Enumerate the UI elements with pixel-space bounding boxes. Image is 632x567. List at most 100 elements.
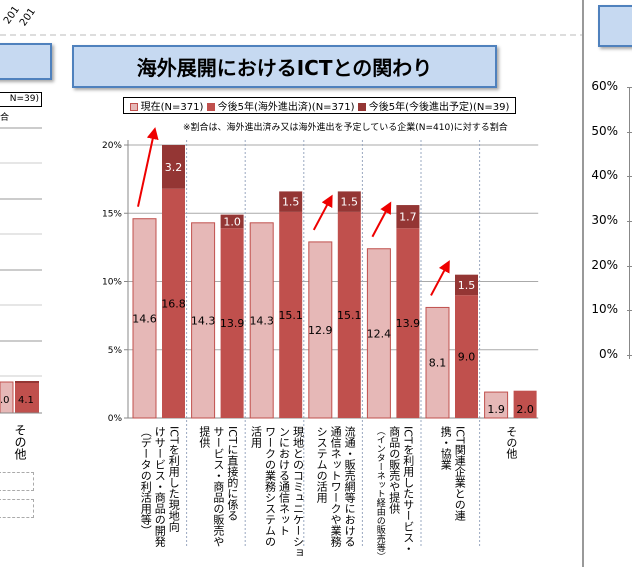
label-line: ICT関連企業との連 [453, 426, 467, 521]
chart-note: ※割合は、海外進出済み又は海外進出を予定している企業(N=410)に対する割合 [183, 123, 508, 133]
data-label: 15.1 [337, 309, 362, 322]
x-tick-label: その他 [504, 426, 518, 459]
bar-current [132, 218, 157, 419]
right-title-box [598, 5, 632, 47]
right-y-axis-line [629, 87, 630, 359]
data-label: 12.4 [367, 327, 392, 340]
left-grid [0, 127, 42, 414]
x-tick-label: ICTを利用したサービス・ 商品の販売や提供 （インターネット経由の販売等） [373, 426, 415, 561]
left-bar-label: .0 [0, 395, 10, 406]
bar-future-planned [279, 191, 303, 212]
data-label: 14.6 [132, 312, 157, 325]
data-label: 16.8 [161, 297, 186, 310]
label-line: ワークの業務システムの [263, 426, 277, 547]
data-label: 13.9 [396, 317, 421, 330]
label-line: ICTを利用したサービス・ [401, 426, 415, 554]
y-tick-label: 5% [108, 346, 123, 356]
x-tick-label: ICTに直接的に係る サービス・商品の販売や 提供 [197, 426, 239, 547]
right-y-tick-label: 20% [591, 257, 618, 272]
right-y-tick-label: 60% [591, 78, 618, 93]
x-tick-label: ICTを利用した現地向 けサービス・商品の開発 （データの利活用等） [138, 426, 180, 547]
label-line: ンにおける通信ネット [277, 426, 291, 536]
bar-future-existing [396, 228, 420, 418]
legend-label: 現在(N=371) [140, 102, 204, 113]
right-y-tick-label: 10% [591, 302, 618, 317]
bar-future-existing [455, 295, 478, 418]
data-label: 1.9 [487, 403, 505, 416]
label-line: 流通・販売網等における [343, 426, 357, 547]
left-dashed-box [0, 472, 34, 491]
left-bar [15, 381, 39, 413]
label-line: 活用 [249, 426, 263, 448]
legend-swatch [206, 103, 215, 111]
legend-label: 今後5年(海外進出済)(N=371) [217, 102, 355, 113]
bar-future-planned [337, 191, 361, 212]
legend-item: 今後5年(今後進出予定)(N=39) [357, 98, 510, 113]
bar-current [308, 241, 333, 419]
data-label: 14.3 [191, 314, 216, 327]
legend-swatch [129, 103, 138, 111]
data-label: 12.9 [308, 324, 333, 337]
data-label: 9.0 [458, 351, 476, 364]
data-label: 2.0 [516, 403, 534, 416]
legend-swatch [357, 103, 366, 111]
data-label: 3.2 [165, 161, 183, 174]
trend-arrow [430, 260, 450, 296]
label-line: ICTを利用した現地向 [167, 426, 181, 532]
legend-item: 現在(N=371) [129, 98, 204, 113]
legend-label: 今後5年(今後進出予定)(N=39) [368, 102, 510, 113]
bar-future-existing [279, 211, 303, 418]
label-line: けサービス・商品の開発 [153, 426, 167, 547]
left-dashed-box [0, 499, 34, 518]
y-tick-label: 0% [108, 414, 123, 424]
label-line: （データの利活用等） [139, 426, 153, 536]
bar-current [249, 222, 274, 419]
left-category-label: その他 [13, 424, 27, 460]
label-line: 提供 [197, 426, 211, 448]
label-line: ICTに直接的に係る [225, 426, 239, 521]
data-label: 1.0 [223, 215, 241, 228]
label-line: システムの活用 [315, 426, 329, 503]
right-y-tick-label: 0% [598, 347, 618, 361]
bar-current [425, 306, 450, 419]
y-tick-label: 15% [102, 209, 122, 219]
label-line: 通信ネットワークや業務 [329, 426, 343, 547]
right-y-axis: 0% 10% 20% 30% 40% 50% 60% [585, 0, 632, 567]
bar-future-planned [162, 145, 185, 189]
chart-title: 海外展開におけるICTとの関わり [72, 45, 497, 88]
left-partial-panel: 201 201 N=39) 合 .0 4.1 その他 [0, 0, 60, 567]
bar-current [484, 391, 509, 419]
legend: 現在(N=371) 今後5年(海外進出済)(N=371) 今後5年(今後進出予定… [123, 97, 516, 114]
bar-current [191, 222, 216, 419]
left-title-box [0, 43, 52, 80]
data-label: 8.1 [429, 357, 447, 370]
right-y-tick-label: 50% [591, 123, 618, 138]
y-tick-label: 20% [102, 141, 122, 151]
trend-arrow [137, 127, 159, 207]
data-label: 1.5 [282, 196, 300, 209]
bar-future-planned [455, 274, 478, 296]
x-tick-label: ICT関連企業との連 携・協業 [438, 426, 466, 521]
data-label: 1.7 [399, 211, 417, 224]
bar-current [366, 248, 391, 419]
bar-future-existing [220, 228, 244, 418]
x-tick-label: 流通・販売網等における 通信ネットワークや業務 システムの活用 [314, 426, 356, 547]
trend-arrow [312, 194, 333, 231]
data-label: 15.1 [278, 309, 303, 322]
left-note-fragment: 合 [0, 113, 10, 123]
data-label: 14.3 [249, 314, 274, 327]
data-label: 1.5 [458, 279, 476, 292]
data-label: 13.9 [220, 317, 245, 330]
x-tick-label: 現地とのコミュニケーショ ンにおける通信ネット ワークの業務システムの 活用 [249, 426, 305, 558]
label-line: 商品の販売や提供 [387, 426, 401, 514]
bar-future-existing [162, 188, 185, 418]
data-label: 1.5 [341, 196, 359, 209]
label-line: 携・協業 [439, 426, 453, 470]
left-bar-label: 4.1 [18, 395, 34, 406]
legend-item: 今後5年(海外進出済)(N=371) [206, 98, 355, 113]
y-tick-label: 10% [102, 278, 122, 288]
label-line: 現地とのコミュニケーショ [291, 426, 305, 558]
right-y-tick-label: 30% [591, 212, 618, 227]
